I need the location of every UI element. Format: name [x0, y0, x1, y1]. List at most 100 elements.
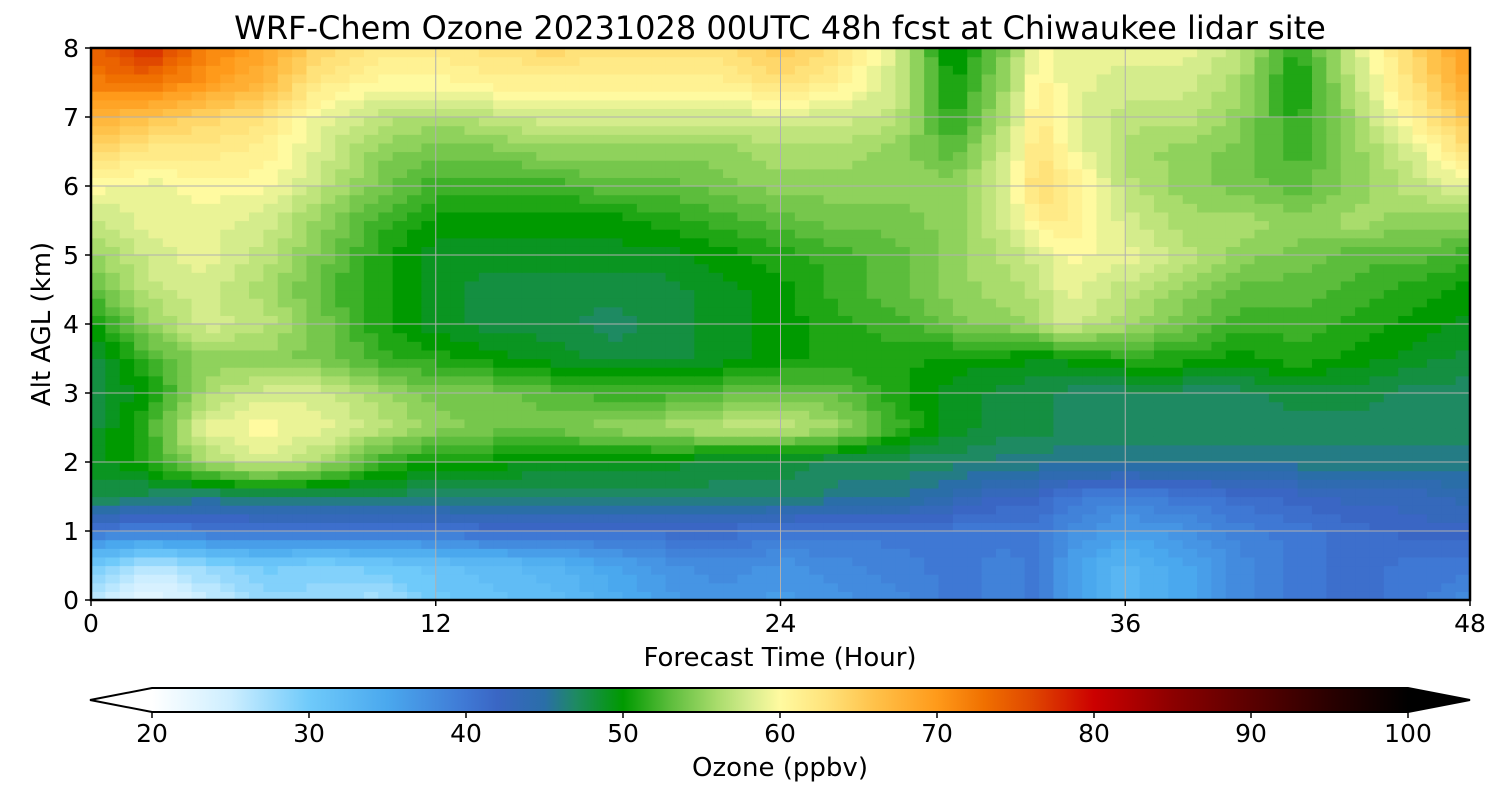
ozone-cell: [550, 272, 566, 282]
ozone-cell: [794, 384, 810, 394]
ozone-cell: [550, 280, 566, 291]
ozone-cell: [1024, 289, 1040, 299]
ozone-cell: [407, 211, 422, 222]
ozone-cell: [1096, 220, 1112, 230]
ozone-cell: [134, 384, 150, 394]
ozone-cell: [981, 487, 997, 498]
ozone-cell: [1110, 255, 1126, 265]
ozone-cell: [91, 168, 106, 178]
ozone-cell: [191, 289, 207, 299]
ozone-cell: [852, 358, 868, 368]
ozone-cell: [363, 574, 379, 584]
ozone-cell: [679, 453, 695, 463]
ozone-cell: [593, 160, 609, 170]
ozone-cell: [1412, 289, 1428, 299]
ozone-cell: [134, 255, 150, 265]
ozone-cell: [823, 375, 839, 385]
ozone-cell: [708, 539, 724, 549]
ozone-cell: [421, 582, 437, 592]
ozone-cell: [162, 393, 178, 403]
ozone-cell: [967, 263, 983, 273]
ozone-cell: [177, 263, 193, 273]
ozone-cell: [780, 220, 796, 230]
ozone-cell: [1383, 280, 1399, 291]
ozone-cell: [751, 177, 767, 187]
ozone-cell: [866, 211, 882, 222]
ozone-cell: [191, 393, 207, 403]
ozone-cell: [1010, 470, 1026, 480]
ozone-cell: [536, 255, 552, 265]
ozone-cell: [679, 168, 695, 178]
ozone-cell: [909, 462, 925, 472]
ozone-cell: [550, 375, 566, 385]
ozone-cell: [378, 255, 394, 265]
ozone-cell: [1139, 384, 1155, 394]
ozone-cell: [1096, 427, 1112, 437]
ozone-cell: [895, 487, 911, 498]
ozone-cell: [205, 591, 221, 600]
ozone-cell: [895, 436, 911, 446]
ozone-cell: [694, 418, 710, 429]
ozone-cell: [665, 289, 681, 299]
ozone-cell: [1082, 410, 1098, 420]
ozone-cell: [1082, 168, 1098, 178]
ozone-cell: [105, 462, 121, 472]
ozone-cell: [636, 591, 652, 600]
ozone-cell: [651, 272, 667, 282]
ozone-cell: [205, 349, 221, 360]
ozone-cell: [1340, 393, 1356, 403]
ozone-cell: [421, 591, 437, 600]
ozone-cell: [478, 556, 494, 567]
ozone-cell: [550, 427, 566, 437]
ozone-cell: [1067, 384, 1083, 394]
ozone-cell: [780, 384, 796, 394]
ozone-cell: [220, 324, 236, 334]
ozone-cell: [1254, 255, 1270, 265]
ozone-cell: [277, 332, 293, 342]
ozone-cell: [234, 591, 250, 600]
ozone-cell: [148, 246, 164, 256]
ozone-cell: [1168, 470, 1184, 480]
ozone-cell: [1240, 479, 1256, 489]
ozone-cell: [234, 332, 250, 342]
ozone-cell: [363, 237, 379, 247]
ozone-cell: [507, 358, 523, 368]
ozone-cell: [493, 168, 509, 178]
ozone-cell: [263, 186, 279, 196]
ozone-cell: [1240, 332, 1256, 342]
ozone-cell: [952, 462, 968, 472]
ozone-cell: [794, 556, 810, 567]
ozone-cell: [995, 496, 1011, 506]
ozone-cell: [521, 513, 537, 523]
ozone-cell: [105, 582, 121, 592]
ozone-cell: [1225, 418, 1241, 429]
ozone-cell: [1283, 444, 1299, 454]
ozone-cell: [1254, 418, 1270, 429]
ozone-cell: [593, 565, 609, 575]
ozone-cell: [766, 246, 782, 256]
ozone-cell: [694, 582, 710, 592]
ozone-cell: [234, 151, 250, 161]
ozone-cell: [1197, 410, 1213, 420]
ozone-cell: [809, 341, 825, 351]
ozone-cell: [1355, 186, 1371, 196]
ozone-cell: [1010, 375, 1026, 385]
ozone-cell: [1211, 194, 1227, 204]
ozone-cell: [737, 160, 753, 170]
ozone-cell: [464, 496, 480, 506]
ozone-cell: [665, 168, 681, 178]
ozone-cell: [162, 298, 178, 308]
ozone-cell: [1197, 220, 1213, 230]
ozone-cell: [679, 427, 695, 437]
ozone-cell: [651, 453, 667, 463]
ozone-cell: [536, 436, 552, 446]
ozone-cell: [205, 367, 221, 377]
ozone-cell: [378, 367, 394, 377]
ozone-cell: [1067, 582, 1083, 592]
ozone-cell: [694, 168, 710, 178]
ozone-cell: [105, 177, 121, 187]
ozone-cell: [780, 263, 796, 273]
ozone-cell: [751, 548, 767, 558]
ozone-cell: [91, 341, 106, 351]
ozone-cell: [162, 384, 178, 394]
